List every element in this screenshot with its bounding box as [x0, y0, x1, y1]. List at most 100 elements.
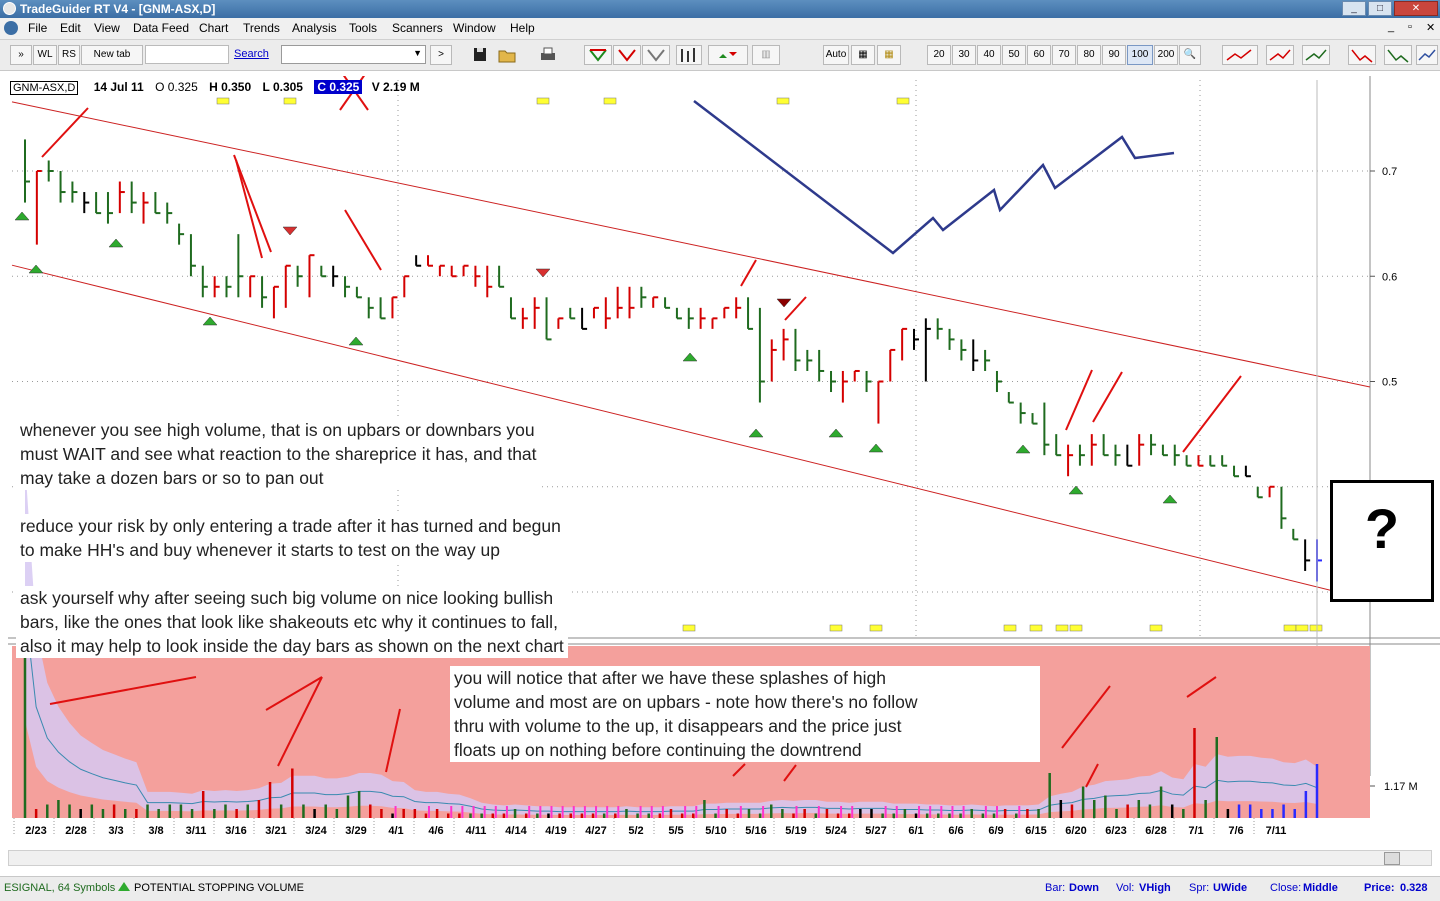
menu-window[interactable]: Window: [453, 21, 496, 35]
trend-tool-3[interactable]: [1302, 45, 1330, 65]
tab-name-field[interactable]: [145, 45, 229, 64]
zoom-50-button[interactable]: 50: [1002, 45, 1026, 65]
print-icon[interactable]: [537, 45, 559, 65]
annotation-stroke: [277, 676, 323, 767]
close-button[interactable]: ✕: [1394, 1, 1438, 16]
menu-data-feed[interactable]: Data Feed: [133, 21, 190, 35]
expand-button[interactable]: »: [10, 45, 32, 65]
trend-tool-5[interactable]: [1384, 45, 1412, 65]
chart-type-button-1[interactable]: [584, 45, 612, 65]
price-tick-label: 0.5: [1382, 377, 1397, 389]
stopping-volume-marker: [1068, 485, 1084, 495]
date-tick-label: 5/5: [668, 825, 683, 837]
note-line: reduce your risk by only entering a trad…: [20, 516, 561, 536]
symbol-box[interactable]: GNM-ASX,D: [10, 81, 79, 95]
annotation-stroke: [732, 763, 746, 777]
spr-status-label: Spr:: [1189, 882, 1210, 894]
menu-scanners[interactable]: Scanners: [392, 21, 443, 35]
new-tab-button[interactable]: New tab: [81, 45, 143, 65]
note-line: you will notice that after we have these…: [454, 668, 886, 688]
zoom-60-button[interactable]: 60: [1027, 45, 1051, 65]
volume-tick-label: 1.17 M: [1384, 781, 1418, 793]
mdi-minimize-icon[interactable]: _: [1388, 21, 1395, 33]
stopping-volume-marker: [868, 443, 884, 453]
menu-analysis[interactable]: Analysis: [292, 21, 337, 35]
zoom-80-button[interactable]: 80: [1077, 45, 1101, 65]
zoom-20-button[interactable]: 20: [927, 45, 951, 65]
app-icon[interactable]: [3, 2, 16, 15]
menu-chart[interactable]: Chart: [199, 21, 229, 35]
note-line: must WAIT and see what reaction to the s…: [20, 444, 537, 464]
event-marker: [536, 97, 550, 105]
weakness-marker: [282, 226, 298, 236]
event-marker: [283, 97, 297, 105]
menu-trends[interactable]: Trends: [243, 21, 280, 35]
menu-file[interactable]: File: [28, 21, 48, 35]
doc-icon[interactable]: [4, 21, 18, 35]
annotation-note-2: reduce your risk by only entering a trad…: [16, 514, 565, 562]
trend-tool-1[interactable]: [1222, 45, 1258, 65]
search-dropdown[interactable]: ▼: [281, 45, 426, 64]
stopping-volume-marker: [748, 428, 764, 438]
date-axis-background: [12, 818, 1370, 838]
horizontal-scrollbar[interactable]: [8, 850, 1432, 866]
date-tick-label: 3/21: [265, 825, 286, 837]
ohlc-open: O 0.325: [155, 80, 198, 94]
grid-button[interactable]: ▥: [752, 45, 780, 65]
chart-type-button-2[interactable]: [613, 45, 641, 65]
mdi-close-icon[interactable]: ✕: [1426, 22, 1436, 34]
note-line: thru with volume to the up, it disappear…: [454, 716, 902, 736]
wl-button[interactable]: WL: [33, 45, 57, 65]
date-tick-label: 4/6: [428, 825, 443, 837]
ohlc-volume: V 2.19 M: [371, 80, 420, 94]
annotation-stroke: [1065, 369, 1093, 431]
trend-tool-4[interactable]: [1348, 45, 1376, 65]
chart-type-button-3[interactable]: [642, 45, 670, 65]
stopping-volume-marker: [828, 428, 844, 438]
menu-edit[interactable]: Edit: [60, 21, 81, 35]
stopping-volume-marker: [14, 211, 30, 221]
magnifier-icon[interactable]: 🔍: [1179, 45, 1201, 65]
rs-button[interactable]: RS: [58, 45, 80, 65]
volume-band: [25, 461, 1317, 816]
menu-view[interactable]: View: [94, 21, 120, 35]
signals-button[interactable]: [708, 45, 748, 65]
mdi-restore-icon[interactable]: ▫: [1408, 21, 1412, 33]
maximize-button[interactable]: □: [1368, 1, 1392, 16]
close-status: Middle: [1303, 882, 1338, 894]
event-marker: [216, 97, 230, 105]
auto-button[interactable]: Auto: [823, 45, 849, 65]
date-tick-label: 5/24: [825, 825, 847, 837]
zoom-70-button[interactable]: 70: [1052, 45, 1076, 65]
stopping-volume-legend-icon: [118, 882, 130, 891]
date-tick-label: 5/10: [705, 825, 726, 837]
menu-tools[interactable]: Tools: [349, 21, 378, 35]
zoom-40-button[interactable]: 40: [977, 45, 1001, 65]
stopping-volume-marker: [108, 238, 124, 248]
trend-tool-2[interactable]: [1266, 45, 1294, 65]
save-icon[interactable]: [469, 45, 491, 65]
zoom-200-button[interactable]: 200: [1154, 45, 1178, 65]
go-button[interactable]: >: [430, 45, 452, 65]
search-link[interactable]: Search: [234, 48, 269, 60]
zoom-100-button[interactable]: 100: [1127, 45, 1153, 65]
ohlc-low: L 0.305: [262, 80, 303, 94]
trend-tool-6[interactable]: [1416, 45, 1438, 65]
stopping-volume-marker: [1015, 444, 1031, 454]
vol-status-label: Vol:: [1116, 882, 1135, 894]
date-tick-label: 3/29: [345, 825, 366, 837]
annotation-stroke: [385, 708, 401, 773]
annotation-stroke: [1186, 676, 1217, 698]
projection-line: [693, 100, 1175, 255]
menu-help[interactable]: Help: [510, 21, 535, 35]
event-marker: [603, 97, 617, 105]
zoom-30-button[interactable]: 30: [952, 45, 976, 65]
layout-button-1[interactable]: ▦: [851, 45, 875, 65]
bar-chart-button[interactable]: [676, 45, 702, 65]
scrollbar-thumb[interactable]: [1384, 852, 1400, 865]
lower-channel-line: [11, 264, 1371, 601]
minimize-button[interactable]: _: [1342, 1, 1366, 16]
open-folder-icon[interactable]: [496, 45, 518, 65]
zoom-90-button[interactable]: 90: [1102, 45, 1126, 65]
layout-button-2[interactable]: ▦: [877, 45, 901, 65]
